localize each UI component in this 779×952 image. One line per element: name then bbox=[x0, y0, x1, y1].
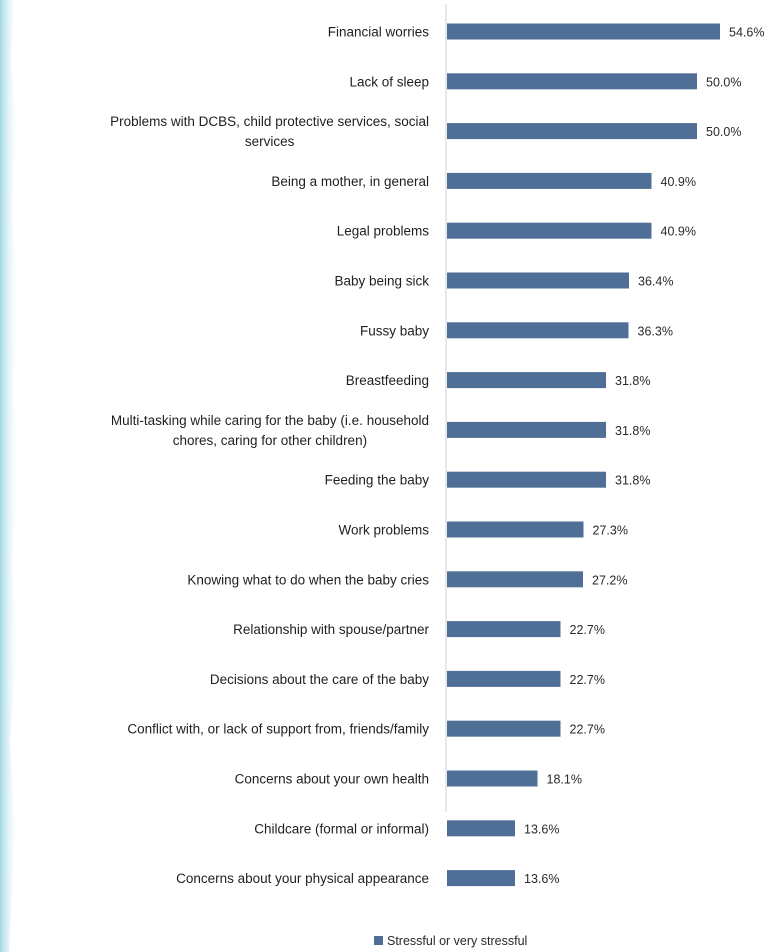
category-label: Decisions about the care of the baby bbox=[210, 672, 429, 687]
bar-value-label: 13.6% bbox=[524, 822, 559, 836]
bar bbox=[447, 571, 583, 588]
bar-value-label: 22.7% bbox=[570, 623, 605, 637]
category-label: Knowing what to do when the baby cries bbox=[187, 572, 429, 587]
category-label: Feeding the baby bbox=[325, 473, 430, 488]
category-label: Breastfeeding bbox=[346, 373, 429, 388]
category-label-line: Conflict with, or lack of support from, … bbox=[127, 722, 429, 737]
bar bbox=[447, 670, 561, 687]
category-label-line: services bbox=[245, 134, 295, 149]
bar bbox=[447, 172, 652, 189]
bar bbox=[447, 521, 584, 538]
bar bbox=[447, 222, 652, 239]
bar-value-label: 31.8% bbox=[615, 474, 650, 488]
bar-value-label: 27.2% bbox=[592, 573, 627, 587]
bar bbox=[447, 421, 606, 438]
category-label-line: Childcare (formal or informal) bbox=[254, 821, 429, 836]
category-label: Problems with DCBS, child protective ser… bbox=[110, 114, 429, 149]
category-label-line: Relationship with spouse/partner bbox=[233, 622, 429, 637]
category-label: Work problems bbox=[338, 523, 429, 538]
category-label: Conflict with, or lack of support from, … bbox=[127, 722, 429, 737]
bar-value-label: 31.8% bbox=[615, 424, 650, 438]
bar-value-label: 54.6% bbox=[729, 26, 764, 40]
category-label-line: Problems with DCBS, child protective ser… bbox=[110, 114, 429, 129]
category-label: Lack of sleep bbox=[349, 74, 429, 89]
bar bbox=[447, 322, 629, 339]
category-label: Relationship with spouse/partner bbox=[233, 622, 429, 637]
legend-label: Stressful or very stressful bbox=[387, 934, 527, 948]
legend: Stressful or very stressful bbox=[374, 934, 527, 948]
category-label: Baby being sick bbox=[334, 274, 429, 289]
category-label-line: Financial worries bbox=[328, 25, 430, 40]
bar-value-label: 18.1% bbox=[547, 773, 582, 787]
category-label-line: Concerns about your physical appearance bbox=[176, 871, 429, 886]
category-label-line: Breastfeeding bbox=[346, 373, 429, 388]
bar bbox=[447, 621, 561, 638]
category-label-line: Lack of sleep bbox=[349, 74, 429, 89]
bar-value-label: 13.6% bbox=[524, 872, 559, 886]
bar bbox=[447, 23, 720, 40]
bar bbox=[447, 870, 515, 887]
category-label-line: Concerns about your own health bbox=[235, 772, 429, 787]
category-label-line: Baby being sick bbox=[334, 274, 429, 289]
bar bbox=[447, 820, 515, 837]
category-label-line: Decisions about the care of the baby bbox=[210, 672, 429, 687]
bar-value-label: 36.4% bbox=[638, 275, 673, 289]
bars-layer bbox=[447, 23, 720, 887]
bar-value-label: 50.0% bbox=[706, 125, 741, 139]
bar-value-label: 22.7% bbox=[570, 723, 605, 737]
bar bbox=[447, 272, 629, 289]
category-label-line: Fussy baby bbox=[360, 323, 429, 338]
category-label: Concerns about your own health bbox=[235, 772, 429, 787]
bar-value-label: 31.8% bbox=[615, 374, 650, 388]
category-label-line: chores, caring for other children) bbox=[173, 433, 367, 448]
legend-swatch bbox=[374, 936, 383, 945]
category-label-line: Multi-tasking while caring for the baby … bbox=[111, 413, 429, 428]
bar bbox=[447, 720, 561, 737]
category-label-line: Legal problems bbox=[337, 224, 430, 239]
bar-value-label: 40.9% bbox=[661, 175, 696, 189]
category-label: Multi-tasking while caring for the baby … bbox=[111, 413, 429, 448]
bar bbox=[447, 73, 697, 90]
bar bbox=[447, 372, 606, 389]
category-label: Fussy baby bbox=[360, 323, 429, 338]
category-label-line: Feeding the baby bbox=[325, 473, 430, 488]
bar bbox=[447, 770, 538, 787]
bar-value-label: 50.0% bbox=[706, 75, 741, 89]
left-decorative-strip bbox=[0, 0, 19, 952]
bar bbox=[447, 471, 606, 488]
category-label: Legal problems bbox=[337, 224, 430, 239]
bar-value-label: 22.7% bbox=[570, 673, 605, 687]
bar bbox=[447, 123, 697, 140]
category-label-line: Being a mother, in general bbox=[271, 174, 429, 189]
category-label-line: Knowing what to do when the baby cries bbox=[187, 572, 429, 587]
bar-value-label: 40.9% bbox=[661, 225, 696, 239]
category-label: Being a mother, in general bbox=[271, 174, 429, 189]
category-labels-layer: Financial worries Lack of sleep Problems w… bbox=[110, 25, 429, 887]
category-label: Concerns about your physical appearance bbox=[176, 871, 429, 886]
value-labels-layer: 54.6% 50.0% 50.0% 40.9% 40.9% 36.4% 36.3% 31.8%… bbox=[524, 26, 764, 887]
category-label: Financial worries bbox=[328, 25, 430, 40]
bar-value-label: 27.3% bbox=[593, 524, 628, 538]
bar-value-label: 36.3% bbox=[638, 324, 673, 338]
category-label-line: Work problems bbox=[338, 523, 429, 538]
category-label: Childcare (formal or informal) bbox=[254, 821, 429, 836]
